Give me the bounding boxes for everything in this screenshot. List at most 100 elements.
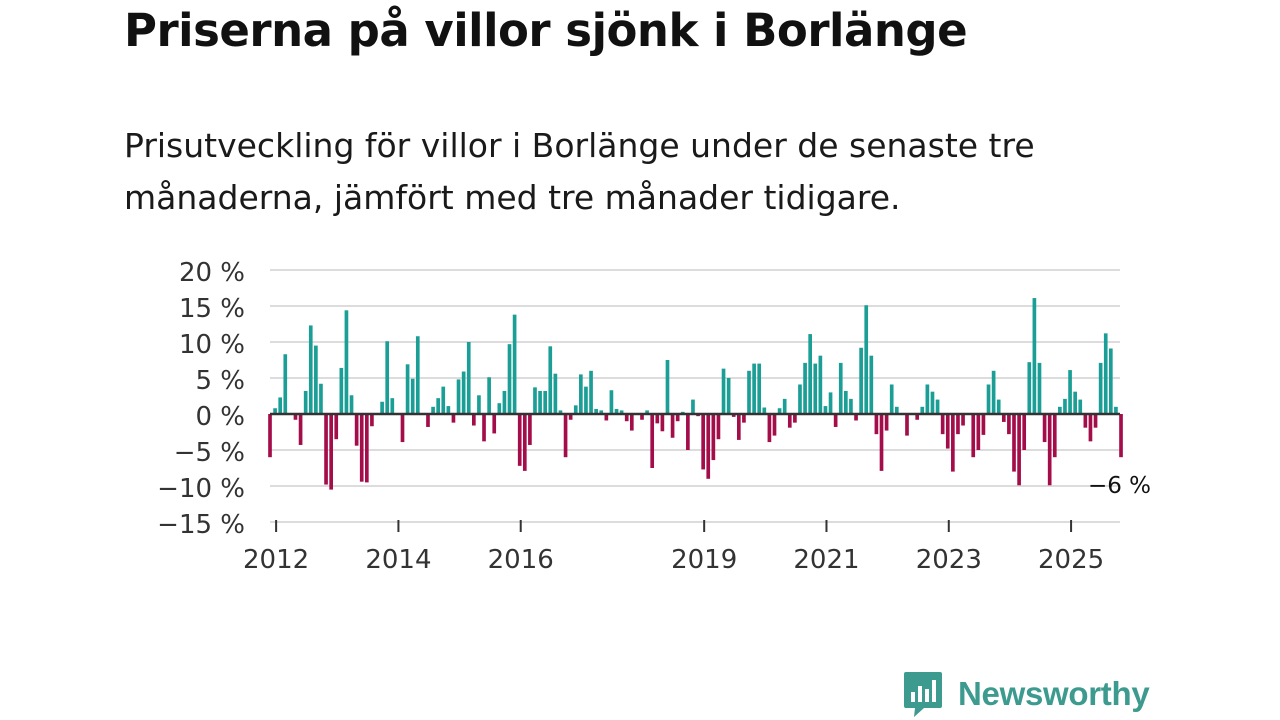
bar xyxy=(930,391,935,414)
bar xyxy=(609,390,614,414)
bar xyxy=(686,414,690,450)
bar xyxy=(619,410,624,414)
last-value-annotation: −6 % xyxy=(1088,473,1151,499)
bar xyxy=(981,414,986,435)
logo-text: Newsworthy xyxy=(958,675,1150,712)
bar xyxy=(874,414,879,435)
bar xyxy=(971,414,976,458)
y-tick-label: 15 % xyxy=(179,294,245,324)
bars xyxy=(268,298,1123,490)
bar xyxy=(716,414,721,440)
bar xyxy=(711,414,716,461)
bar xyxy=(757,363,762,414)
bar xyxy=(961,414,965,426)
bar xyxy=(512,314,517,414)
bar xyxy=(691,399,695,414)
bar xyxy=(793,414,797,423)
bar xyxy=(752,363,756,414)
bar xyxy=(920,406,925,414)
bar xyxy=(604,414,609,421)
bar xyxy=(1058,406,1062,414)
bar xyxy=(426,414,430,427)
bar xyxy=(818,355,823,414)
bar xyxy=(747,370,751,414)
bar xyxy=(884,414,889,431)
bar xyxy=(1047,414,1052,486)
y-axis-labels: 20 % 15 % 10 % 5 % 0 % −5 % −10 % −15 % xyxy=(157,258,245,540)
x-tick-label: 2012 xyxy=(243,545,309,575)
bar xyxy=(283,354,288,414)
bar xyxy=(655,414,660,424)
bar xyxy=(553,373,558,414)
bar xyxy=(777,408,782,414)
bar xyxy=(675,414,680,422)
bar xyxy=(859,347,863,414)
bar xyxy=(599,410,604,414)
subtitle: Prisutveckling för villor i Borlänge und… xyxy=(124,126,1035,217)
bar xyxy=(461,371,466,414)
bar xyxy=(1114,406,1118,414)
bar xyxy=(466,342,471,414)
bar xyxy=(380,401,384,414)
newsworthy-bar-chart-icon xyxy=(904,672,942,717)
bar xyxy=(854,414,858,421)
bar xyxy=(951,414,955,472)
bar xyxy=(1052,414,1057,458)
bar xyxy=(1098,362,1103,414)
bar xyxy=(1068,370,1072,414)
bar xyxy=(706,414,711,479)
bar xyxy=(1088,414,1093,442)
bar xyxy=(1037,362,1042,414)
bar xyxy=(1022,414,1027,450)
bar xyxy=(828,392,833,414)
y-tick-label: −10 % xyxy=(157,474,245,504)
bar xyxy=(864,305,869,414)
bar xyxy=(487,377,491,414)
bar xyxy=(849,398,853,414)
bar xyxy=(624,414,629,422)
bar xyxy=(364,414,369,483)
bar xyxy=(319,383,323,414)
bar xyxy=(869,355,874,414)
x-tick-label: 2014 xyxy=(365,545,431,575)
bar xyxy=(1108,348,1113,414)
bar xyxy=(370,414,374,427)
bar xyxy=(441,386,446,414)
bar xyxy=(528,414,532,445)
bar xyxy=(813,363,818,414)
price-change-bar-chart: 20 %15 %10 %5 %0 %−5 %−10 %−15 % 2012 201… xyxy=(157,258,1151,575)
bar xyxy=(772,414,777,436)
bar xyxy=(1001,414,1006,422)
bar xyxy=(736,414,741,440)
bar xyxy=(915,414,920,420)
bar xyxy=(879,414,884,471)
bar xyxy=(268,414,272,458)
bar xyxy=(925,384,930,414)
bar xyxy=(538,390,542,414)
bar xyxy=(507,344,512,414)
bar xyxy=(543,390,548,414)
bar xyxy=(584,386,588,414)
x-tick-label: 2021 xyxy=(793,545,859,575)
bar xyxy=(573,405,578,414)
bar xyxy=(349,395,354,414)
x-tick-label: 2019 xyxy=(671,545,737,575)
bar xyxy=(502,390,507,414)
bar xyxy=(517,414,522,466)
headline: Priserna på villor sjönk i Borlänge xyxy=(124,4,968,57)
bar xyxy=(533,387,537,414)
bar xyxy=(431,406,435,414)
bar xyxy=(579,374,583,414)
y-tick-label: 0 % xyxy=(195,402,245,432)
bar xyxy=(497,403,502,414)
bar xyxy=(645,410,649,414)
bar xyxy=(273,408,277,414)
bar xyxy=(945,414,950,449)
bar xyxy=(344,310,349,414)
bar xyxy=(522,414,527,471)
bar xyxy=(415,336,420,414)
bar xyxy=(385,341,390,414)
bar xyxy=(665,360,670,414)
bar xyxy=(721,368,726,414)
bar xyxy=(1063,398,1067,414)
